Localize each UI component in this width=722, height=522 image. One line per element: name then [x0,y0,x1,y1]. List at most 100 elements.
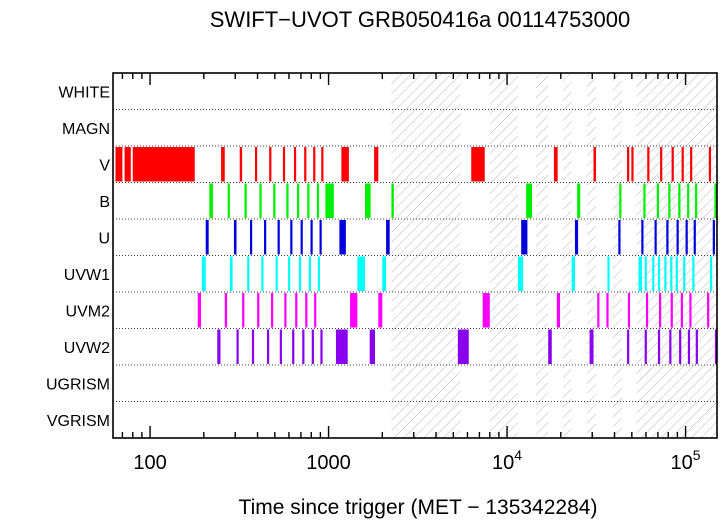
exposure-uvw2-13 [589,329,594,364]
exposure-u-12 [574,220,579,255]
exposure-b-2 [244,183,247,218]
exposure-uvw2-2 [251,329,255,364]
exposure-u-20 [712,220,715,255]
exposure-uvm2-18 [670,293,673,328]
exposure-u-14 [641,220,644,255]
exposure-b-5 [286,183,289,218]
exposure-uvw2-8 [320,329,323,364]
exposure-v-8 [293,147,297,182]
row-label-uvm2: UVM2 [66,303,111,320]
exposure-uvm2-19 [680,293,683,328]
exposure-v-6 [269,147,272,182]
exposure-uvw2-12 [548,329,552,364]
exposure-u-11 [521,220,528,255]
exposure-b-17 [668,183,671,218]
exposure-uvw1-3 [261,256,264,291]
exposure-uvm2-13 [597,293,600,328]
exposure-uvw1-2 [247,256,250,291]
exposure-uvw1-9 [357,256,365,291]
exposure-uvw2-7 [311,329,314,364]
row-label-uvw1: UVW1 [64,267,110,284]
exposure-uvm2-9 [350,293,358,328]
gap-region-4 [586,73,597,438]
gap-region-6 [636,73,717,438]
exposure-u-10 [386,220,390,255]
exposure-uvw1-15 [644,256,647,291]
exposure-b-12 [526,183,533,218]
exposure-uvw2-4 [279,329,282,364]
exposure-u-6 [300,220,303,255]
exposure-b-11 [391,183,394,218]
exposure-uvm2-10 [378,293,383,328]
exposure-uvw1-16 [652,256,655,291]
exposure-v-14 [471,147,485,182]
exposure-uvw1-0 [201,256,206,291]
exposure-uvw1-19 [670,256,673,291]
exposure-b-16 [656,183,660,218]
exposure-uvm2-7 [305,293,308,328]
exposure-v-7 [282,147,286,182]
exposure-uvw1-10 [382,256,387,291]
gap-region-3 [562,73,572,438]
exposure-b-3 [259,183,262,218]
exposure-v-23 [690,147,693,182]
exposure-uvw2-0 [217,329,221,364]
exposure-v-1 [124,147,131,182]
row-label-uvw2: UVW2 [64,340,110,357]
plot-frame [112,72,718,439]
exposure-b-14 [619,183,622,218]
exposure-uvm2-12 [556,293,561,328]
exposure-uvw1-14 [638,256,642,291]
exposure-v-18 [631,147,634,182]
chart-title: SWIFT−UVOT GRB050416a 00114753000 [210,7,631,32]
exposure-uvm2-3 [257,293,260,328]
exposure-uvw2-19 [687,329,691,364]
exposure-uvm2-1 [224,293,228,328]
exposure-b-7 [307,183,310,218]
exposure-v-10 [313,147,316,182]
x-tick-label-10000: 104 [492,447,522,474]
row-label-white: WHITE [58,84,110,101]
exposure-uvw1-11 [517,256,524,291]
exposure-uvw2-21 [714,329,718,364]
exposure-uvw1-21 [683,256,686,291]
x-tick-label-100000: 105 [671,447,701,474]
exposure-uvm2-0 [197,293,202,328]
exposure-u-13 [618,220,621,255]
exposure-u-17 [676,220,679,255]
exposure-v-17 [627,147,630,182]
exposure-uvw1-8 [317,256,320,291]
x-axis-label: Time since trigger (MET − 135342284) [239,496,598,519]
exposure-uvw2-3 [267,329,270,364]
exposure-uvw2-5 [292,329,295,364]
row-label-magn: MAGN [62,121,110,138]
exposure-u-16 [666,220,669,255]
exposure-u-4 [277,220,280,255]
exposure-uvw2-10 [369,329,375,364]
exposure-uvm2-21 [707,293,710,328]
exposure-uvw1-12 [571,256,575,291]
x-tick-label-1000: 1000 [306,452,351,474]
exposure-u-15 [654,220,657,255]
exposure-b-9 [325,183,334,218]
exposure-b-1 [227,183,230,218]
exposure-uvw1-6 [298,256,302,291]
exposure-uvm2-16 [645,293,649,328]
exposure-v-15 [553,147,558,182]
exposure-uvw2-1 [236,329,239,364]
exposure-uvm2-5 [284,293,287,328]
exposure-b-20 [695,183,698,218]
exposure-v-5 [254,147,258,182]
exposure-v-21 [671,147,674,182]
exposure-v-16 [593,147,597,182]
exposure-v-11 [321,147,324,182]
plot-area: WHITE MAGN V B U UVW1 UVM2 UVW2 UGRISM VGRISM 100 1… [46,72,718,474]
exposure-uvm2-11 [482,293,490,328]
exposure-v-2 [132,147,195,182]
exposure-uvw1-13 [607,256,610,291]
exposure-uvw2-16 [657,329,661,364]
exposure-uvm2-8 [314,293,317,328]
exposure-u-19 [693,220,696,255]
exposure-uvw1-22 [692,256,695,291]
exposure-uvw2-15 [644,329,647,364]
